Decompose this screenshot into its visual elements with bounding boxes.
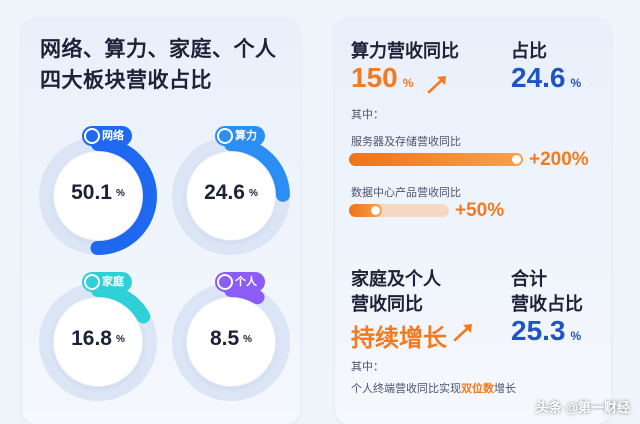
personal-footnote: 个人终端营收同比实现双位数增长 (351, 383, 516, 395)
donut-network-value: 50.1% (71, 181, 125, 204)
tag-dot-icon (84, 128, 100, 144)
donut-personal-center (187, 298, 275, 386)
donut-home-center (54, 298, 142, 386)
qizhong-label-1: 其中： (351, 109, 384, 121)
dc-bar-fill (349, 204, 382, 217)
home-personal-label-line1: 家庭及个人 (351, 269, 441, 289)
donut-personal-value: 8.5% (209, 327, 253, 350)
tag-dot-icon (84, 274, 100, 290)
trend-up-arrow-icon (453, 324, 472, 342)
donut-network-center (54, 152, 142, 240)
donut-home: 16.8% 家庭 (36, 272, 160, 404)
watermark-text: 头条 @第一财经 (535, 400, 630, 415)
donut-compute-value: 24.6% (204, 181, 258, 204)
donut-compute-tag: 算力 (215, 126, 265, 146)
total-label-line2: 营收占比 (511, 294, 583, 314)
bar-knob-icon (371, 206, 380, 215)
server-bar-track (349, 153, 523, 166)
donut-network: 50.1% 网络 (36, 126, 160, 258)
tag-dot-icon (217, 274, 233, 290)
donut-personal-tag: 个人 (215, 272, 265, 292)
dc-bar-value: +50% (455, 200, 505, 221)
compute-yoy-value: 150% (351, 62, 414, 93)
total-label-line1: 合计 (511, 269, 547, 289)
home-personal-label-line2: 营收同比 (351, 294, 423, 314)
donut-home-tag: 家庭 (82, 272, 132, 292)
left-panel-title: 网络、算力、家庭、个人 四大板块营收占比 (40, 38, 277, 92)
tag-dot-icon (217, 128, 233, 144)
donut-compute-center (187, 152, 275, 240)
dc-bar-track (349, 204, 449, 217)
donut-compute: 24.6% 算力 (169, 126, 293, 258)
server-bar-label: 服务器及存储营收同比 (351, 136, 461, 148)
donut-personal: 8.5% 个人 (169, 272, 293, 404)
share-value: 24.6% (511, 62, 582, 93)
dc-bar-label: 数据中心产品营收同比 (351, 187, 461, 199)
left-panel: 网络、算力、家庭、个人 四大板块营收占比 50.1% 网络 24.6% 算力 1… (22, 18, 300, 424)
compute-yoy-label: 算力营收同比 (351, 41, 459, 61)
qizhong-label-2: 其中： (351, 361, 384, 373)
donut-network-tag: 网络 (82, 126, 132, 146)
share-label: 占比 (511, 41, 547, 61)
bar-knob-icon (512, 155, 521, 164)
home-personal-value: 持续增长 (351, 325, 447, 352)
server-bar-value: +200% (529, 149, 589, 170)
total-share-value: 25.3% (511, 315, 582, 346)
right-panel: 算力营收同比 150% 占比 24.6% 其中： 服务器及存储营收同比 +200… (335, 18, 611, 424)
server-bar-fill (349, 153, 523, 166)
trend-up-arrow-icon (427, 76, 446, 94)
donut-home-value: 16.8% (71, 327, 125, 350)
